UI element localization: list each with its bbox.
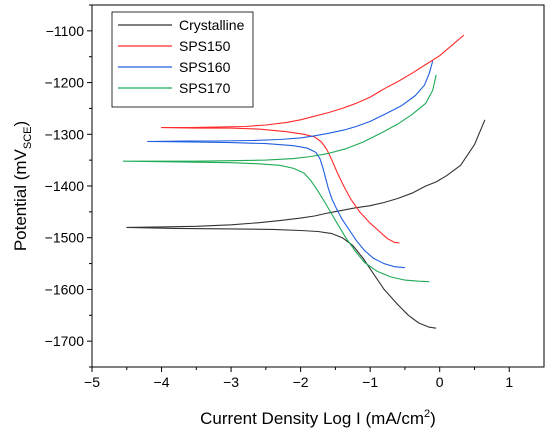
x-tick-label: −1 [362, 374, 378, 390]
y-axis-title-sub: SCE [22, 127, 34, 150]
legend-box [111, 11, 254, 108]
x-axis-title-main: Current Density Log I (mA/cm [200, 409, 424, 428]
y-tick-label: −1200 [45, 75, 85, 91]
x-axis-title-tail: ) [430, 409, 436, 428]
y-axis-title-tail: ) [11, 121, 30, 127]
x-tick-label: −2 [293, 374, 309, 390]
axis-ticks: −5 −4 −3 −2 −1 0 1 −1700 −1600 −1500 −1400 −1300 −12… [45, 4, 513, 390]
y-tick-label: −1100 [46, 23, 84, 39]
series-layer [122, 34, 486, 329]
y-tick-label: −1600 [45, 281, 85, 297]
legend-label-crystalline: Crystalline [179, 17, 245, 33]
x-tick-label: −5 [84, 374, 100, 390]
x-tick-label: −3 [223, 374, 239, 390]
x-tick-label: 0 [436, 374, 444, 390]
series-line-sps170 [122, 74, 437, 283]
legend-label-sps160: SPS160 [179, 59, 231, 75]
y-tick-label: −1300 [45, 126, 85, 142]
legend: Crystalline SPS150 SPS160 SPS170 [111, 11, 254, 108]
y-tick-label: −1700 [45, 333, 85, 349]
series-line-sps150 [160, 34, 465, 244]
legend-label-sps150: SPS150 [179, 38, 231, 54]
y-axis-title-main: Potential (mV [11, 148, 30, 251]
x-tick-label: 1 [505, 374, 513, 390]
x-axis-title-sup: 2 [424, 408, 430, 420]
y-tick-label: −1500 [45, 230, 85, 246]
x-axis-title: Current Density Log I (mA/cm2) [200, 408, 436, 428]
y-axis-title: Potential (mVSCE) [11, 121, 34, 251]
series-line-crystalline [126, 119, 486, 329]
series-line-sps160 [147, 60, 434, 269]
legend-label-sps170: SPS170 [179, 80, 231, 96]
y-tick-label: −1400 [45, 178, 85, 194]
x-tick-label: −4 [154, 374, 170, 390]
